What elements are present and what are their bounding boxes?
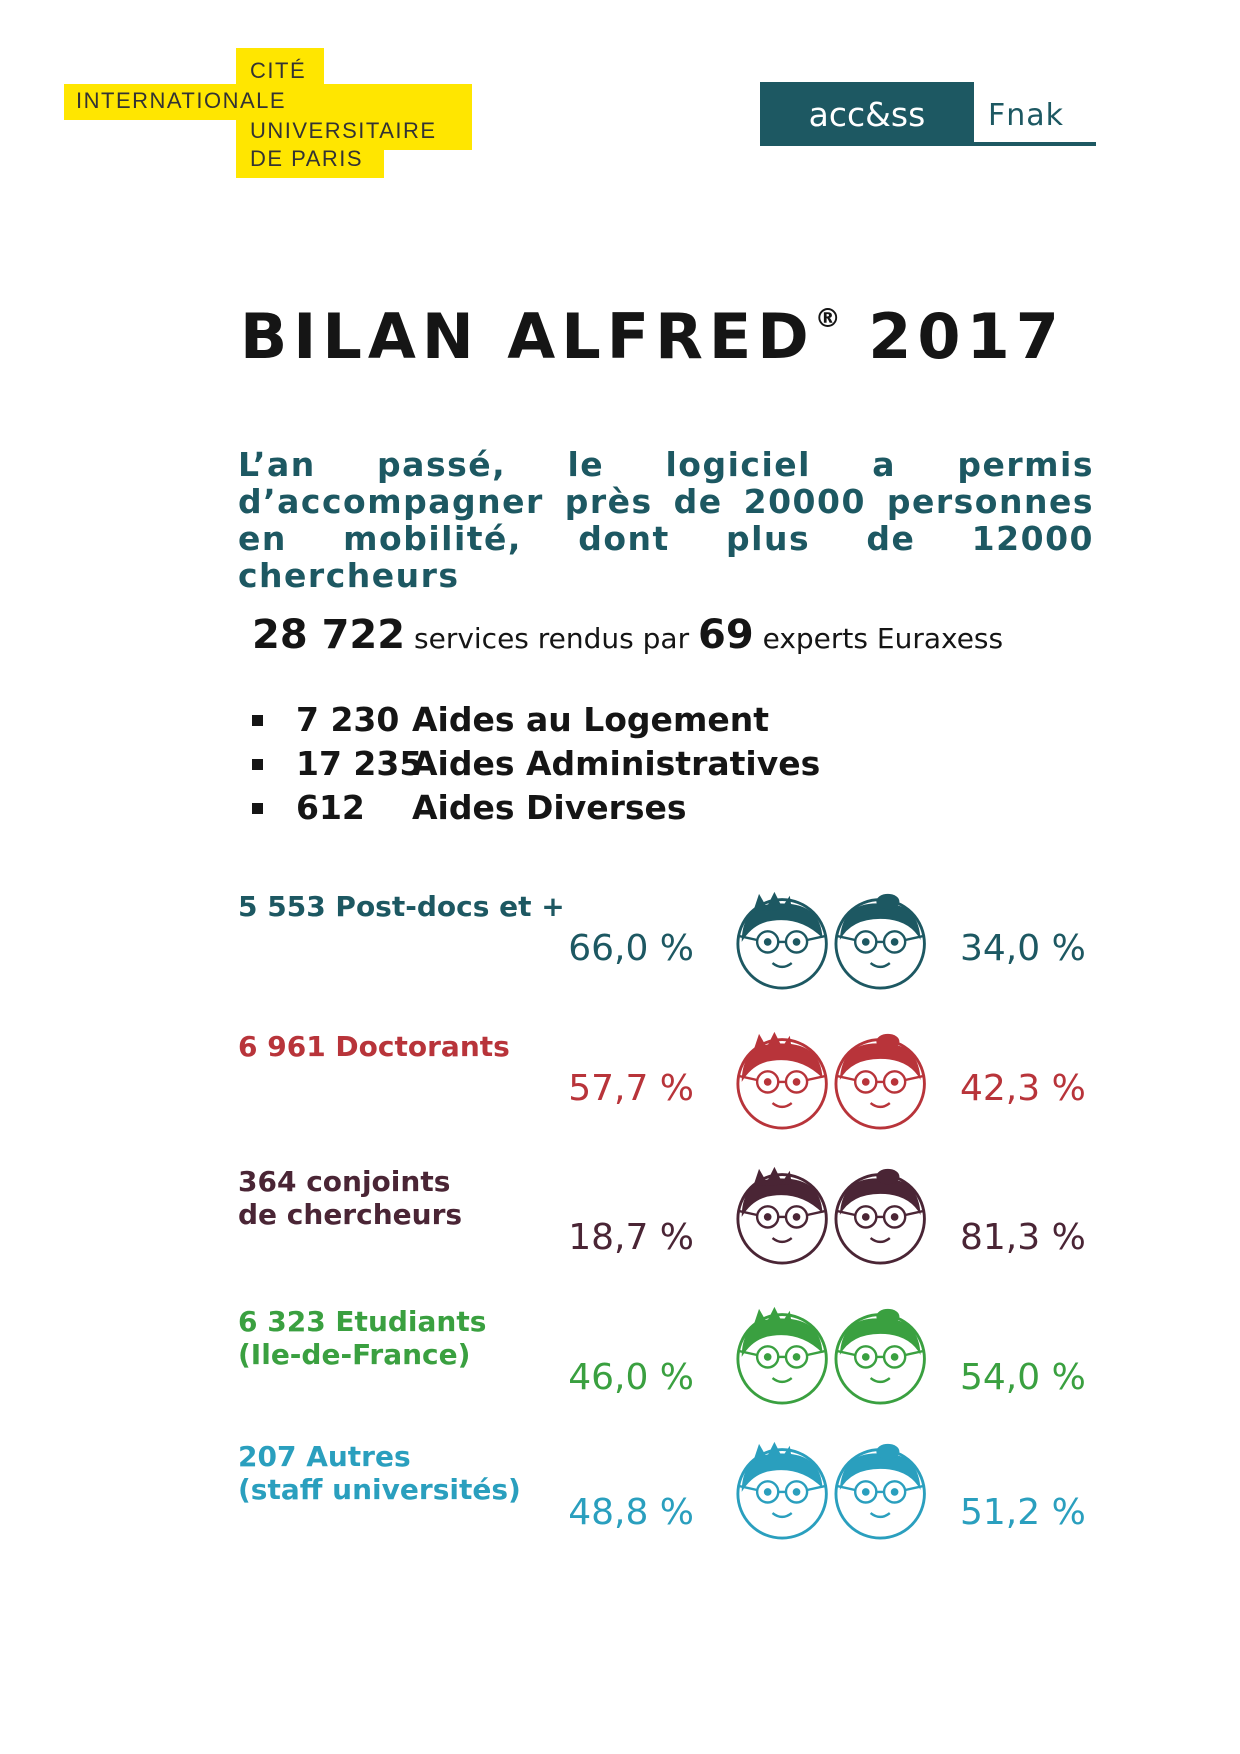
male-face-icon [736, 1306, 828, 1405]
category-line-2: de chercheurs [238, 1198, 463, 1231]
category-label: 207 Autres (staff universités) [238, 1440, 521, 1506]
aide-label: Aides Administratives [412, 744, 821, 783]
cite-logo-line-3: UNIVERSITAIRE [250, 118, 437, 143]
access-logo: acc&ss Fnak [760, 82, 1100, 148]
gender-faces [730, 1030, 940, 1130]
category-line-2: (staff universités) [238, 1473, 521, 1506]
female-face-icon [834, 1443, 926, 1540]
female-percentage: 81,3 % [960, 1217, 1086, 1258]
aides-list: 7 230 Aides au Logement 17 235 Aides Adm… [252, 700, 952, 832]
male-percentage: 46,0 % [568, 1357, 694, 1398]
male-face-icon [736, 1166, 828, 1265]
bullet-square-icon [252, 759, 263, 770]
female-percentage: 54,0 % [960, 1357, 1086, 1398]
services-count: 28 722 [252, 612, 406, 658]
category-line-2: (Ile-de-France) [238, 1338, 471, 1371]
male-percentage: 57,7 % [568, 1068, 694, 1109]
faces-svg [736, 1166, 926, 1265]
gender-faces [730, 890, 940, 990]
aide-number: 612 [296, 788, 365, 827]
category-row-postdocs: 5 553 Post-docs et + 66,0 % [0, 890, 1240, 1010]
gender-faces [730, 1305, 940, 1405]
female-face-icon [834, 893, 926, 990]
category-label: 6 323 Etudiants (Ile-de-France) [238, 1305, 486, 1371]
cite-logo-line-4: DE PARIS [250, 146, 364, 171]
faces-svg [736, 1031, 926, 1130]
gender-faces [730, 1440, 940, 1540]
faces-svg [736, 1441, 926, 1540]
female-percentage: 42,3 % [960, 1068, 1086, 1109]
cite-logo-line-1: CITÉ [250, 58, 307, 83]
aide-label: Aides au Logement [412, 700, 769, 739]
aide-label: Aides Diverses [412, 788, 687, 827]
list-item: 7 230 Aides au Logement [252, 700, 952, 744]
experts-text: experts Euraxess [762, 622, 1004, 655]
list-item: 17 235 Aides Administratives [252, 744, 952, 788]
category-label: 5 553 Post-docs et + [238, 890, 565, 923]
category-line-1: 6 323 Etudiants [238, 1305, 487, 1338]
male-percentage: 18,7 % [568, 1217, 694, 1258]
intro-paragraph: L’an passé, le logiciel a permis d’accom… [238, 445, 1094, 595]
aide-number: 7 230 [296, 700, 400, 739]
category-line-1: 364 conjoints [238, 1165, 451, 1198]
experts-count: 69 [698, 612, 754, 658]
category-row-doctorants: 6 961 Doctorants 57,7 % [0, 1030, 1240, 1150]
male-percentage: 48,8 % [568, 1492, 694, 1533]
female-face-icon [834, 1033, 926, 1130]
male-face-icon [736, 1441, 828, 1540]
category-line-1: 5 553 Post-docs et + [238, 890, 565, 923]
gender-faces [730, 1165, 940, 1265]
services-summary: 28 722 services rendus par 69 experts Eu… [252, 612, 1112, 658]
access-logo-box: acc&ss [760, 82, 974, 146]
male-face-icon [736, 1031, 828, 1130]
category-label: 6 961 Doctorants [238, 1030, 510, 1063]
services-text: services rendus par [414, 622, 690, 655]
faces-svg [736, 891, 926, 990]
title-main: BILAN ALFRED [240, 300, 815, 373]
male-face-icon [736, 891, 828, 990]
faces-svg [736, 1306, 926, 1405]
aide-number: 17 235 [296, 744, 423, 783]
category-line-1: 6 961 Doctorants [238, 1030, 510, 1063]
male-percentage: 66,0 % [568, 928, 694, 969]
female-face-icon [834, 1308, 926, 1405]
category-row-autres: 207 Autres (staff universités) 48,8 % [0, 1440, 1240, 1560]
female-percentage: 51,2 % [960, 1492, 1086, 1533]
bullet-square-icon [252, 803, 263, 814]
list-item: 612 Aides Diverses [252, 788, 952, 832]
category-row-conjoints: 364 conjoints de chercheurs 18,7 % [0, 1165, 1240, 1285]
access-logo-side-text: Fnak [988, 98, 1065, 133]
category-line-1: 207 Autres [238, 1440, 411, 1473]
page-title: BILAN ALFRED® 2017 [240, 300, 1100, 373]
cite-logo-line-2: INTERNATIONALE [76, 88, 287, 113]
registered-mark: ® [814, 304, 841, 334]
access-logo-underline [974, 142, 1096, 146]
female-face-icon [834, 1168, 926, 1265]
category-row-etudiants: 6 323 Etudiants (Ile-de-France) 46,0 % [0, 1305, 1240, 1425]
title-year: 2017 [868, 300, 1065, 373]
cite-internationale-logo: CITÉ INTERNATIONALE UNIVERSITAIRE DE PAR… [0, 0, 500, 190]
bullet-square-icon [252, 715, 263, 726]
category-label: 364 conjoints de chercheurs [238, 1165, 462, 1231]
female-percentage: 34,0 % [960, 928, 1086, 969]
